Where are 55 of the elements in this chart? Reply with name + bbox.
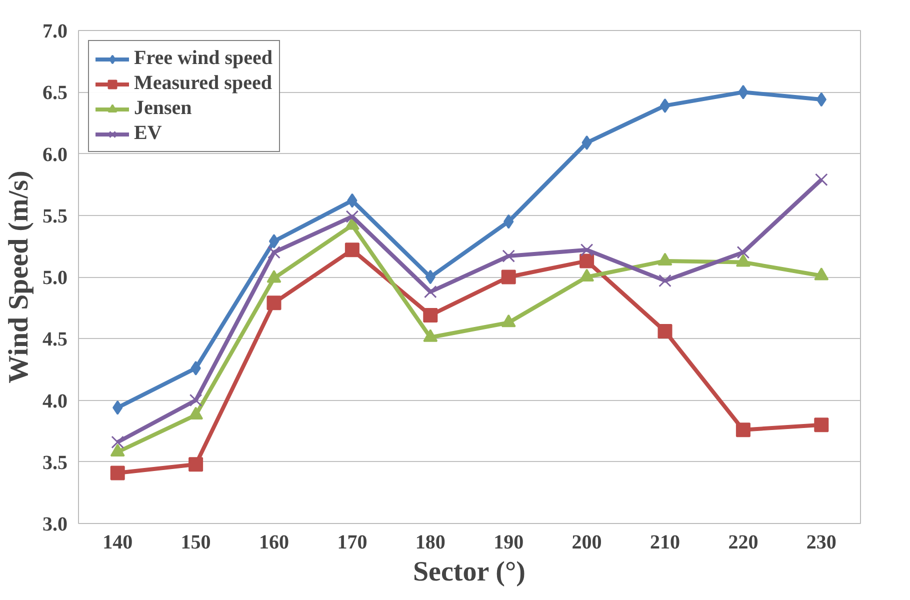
point <box>502 250 516 262</box>
y-tick-label: 7.0 <box>42 20 68 42</box>
legend-label: Free wind speed <box>134 47 273 70</box>
point <box>580 254 594 268</box>
point <box>424 285 437 298</box>
x-tick-label: 230 <box>806 532 836 554</box>
point <box>268 234 280 249</box>
y-axis-title: Wind Speed (m/s) <box>4 170 34 384</box>
x-tick-label: 210 <box>650 532 680 554</box>
point <box>816 92 826 107</box>
y-tick-label: 6.0 <box>42 144 68 166</box>
point <box>736 246 750 259</box>
point <box>658 274 672 288</box>
x-tick-label: 220 <box>728 532 758 554</box>
x-tick-label: 200 <box>572 532 602 554</box>
x-axis-title: Sector (°) <box>412 556 526 588</box>
y-tick-label: 4.0 <box>42 390 68 412</box>
point <box>268 246 280 259</box>
point <box>736 422 750 438</box>
point <box>347 193 358 208</box>
x-tick-label: 150 <box>180 532 211 554</box>
point <box>112 400 123 415</box>
point <box>346 210 359 224</box>
point <box>190 360 201 376</box>
point <box>504 214 514 229</box>
point <box>425 270 436 284</box>
point <box>501 270 516 284</box>
legend-label: EV <box>134 122 162 145</box>
point <box>580 243 594 256</box>
x-tick-label: 170 <box>337 532 368 554</box>
y-tick-label: 6.5 <box>42 82 68 104</box>
y-tick-label: 4.5 <box>42 328 68 351</box>
x-tick-label: 180 <box>415 532 446 554</box>
point <box>423 308 438 322</box>
y-tick-label: 5.0 <box>42 267 68 289</box>
x-tick-label: 140 <box>102 532 133 554</box>
point <box>266 296 282 310</box>
legend-label: Measured speed <box>134 72 272 95</box>
point <box>111 436 124 449</box>
point <box>814 418 829 432</box>
point <box>189 394 202 407</box>
point <box>658 324 672 338</box>
y-tick-label: 3.0 <box>42 514 68 536</box>
y-tick-label: 3.5 <box>42 452 68 474</box>
point <box>738 84 748 100</box>
x-tick-label: 160 <box>259 532 289 554</box>
point <box>582 135 592 150</box>
point <box>344 242 360 258</box>
y-tick-label: 5.5 <box>42 205 68 228</box>
point <box>660 98 670 113</box>
point <box>814 173 828 186</box>
point <box>110 466 125 480</box>
x-tick-label: 190 <box>494 532 524 554</box>
legend-label: Jensen <box>134 97 192 120</box>
point <box>188 457 204 472</box>
